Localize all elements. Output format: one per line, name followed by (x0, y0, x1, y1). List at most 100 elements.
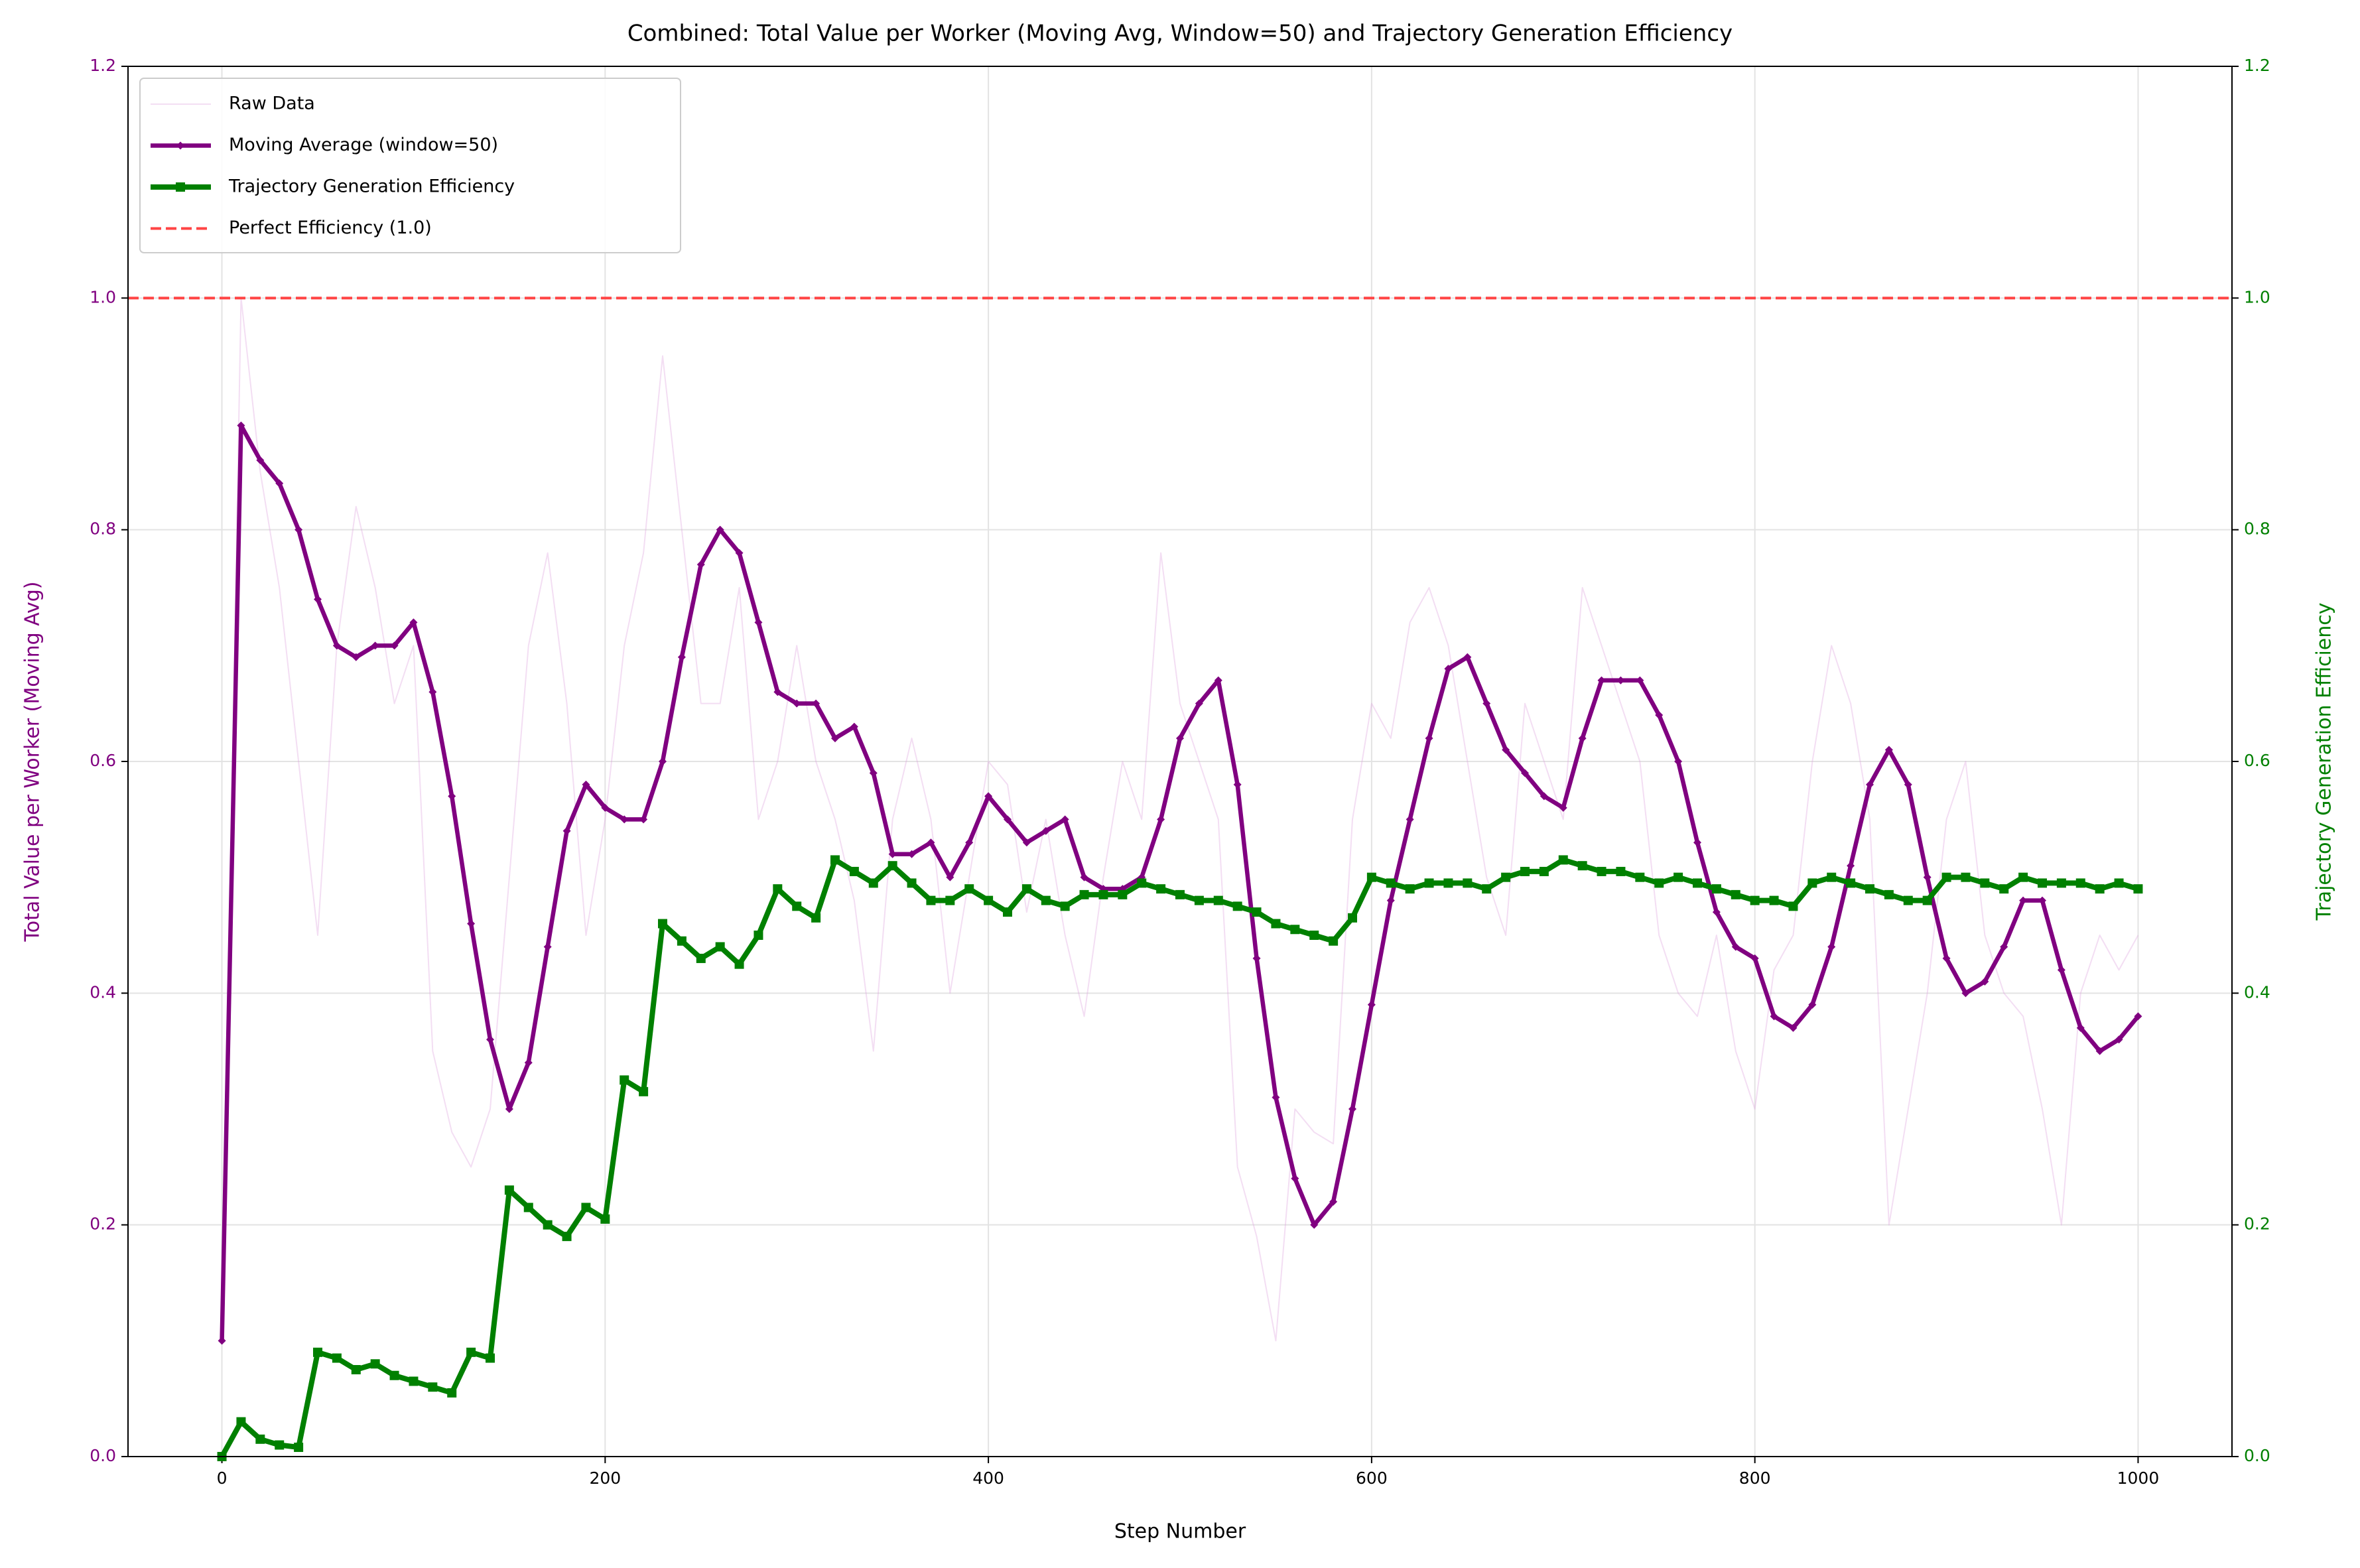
marker (1041, 826, 1050, 835)
marker (1808, 1000, 1817, 1009)
marker (1980, 878, 1990, 888)
legend-label: Moving Average (window=50) (229, 135, 498, 155)
marker (869, 769, 878, 777)
marker (734, 959, 744, 969)
marker (1157, 815, 1165, 824)
marker (2095, 1047, 2104, 1055)
marker (1386, 878, 1396, 888)
marker (1559, 803, 1567, 812)
marker (1769, 895, 1779, 905)
marker (428, 688, 437, 696)
marker (715, 942, 725, 952)
marker (830, 855, 840, 865)
marker (256, 456, 265, 464)
legend-label: Perfect Efficiency (1.0) (229, 218, 432, 238)
marker (1482, 699, 1491, 708)
marker (965, 838, 974, 847)
marker (1232, 901, 1242, 911)
marker (1655, 711, 1664, 720)
marker (1616, 866, 1626, 876)
marker (1348, 913, 1357, 923)
marker (831, 734, 839, 743)
marker (1999, 884, 2009, 894)
marker (486, 1035, 494, 1044)
marker (1098, 889, 1108, 899)
marker (1616, 676, 1625, 685)
marker (1061, 815, 1069, 824)
marker (2095, 884, 2105, 894)
marker (1635, 872, 1645, 882)
marker (754, 618, 763, 627)
marker (735, 549, 744, 557)
marker (1731, 943, 1740, 951)
marker (850, 722, 858, 731)
marker (1827, 943, 1836, 951)
marker (409, 618, 418, 627)
marker (946, 873, 954, 882)
marker (1903, 895, 1913, 905)
marker (887, 861, 897, 871)
marker (792, 901, 802, 911)
x-tick-label: 1000 (2117, 1469, 2160, 1488)
marker (332, 641, 341, 650)
legend-marker (176, 141, 184, 150)
marker (658, 919, 667, 929)
marker (1214, 676, 1222, 685)
y-axis-label: Total Value per Worker (Moving Avg) (21, 581, 44, 942)
marker (907, 850, 916, 858)
marker (1060, 901, 1070, 911)
marker (390, 641, 399, 650)
marker (1923, 873, 1932, 882)
marker (907, 878, 917, 888)
marker (1770, 1012, 1778, 1021)
marker (926, 895, 936, 905)
series-line (220, 857, 2139, 1458)
marker (1502, 746, 1510, 754)
marker (1252, 907, 1262, 917)
marker (1463, 653, 1472, 661)
marker (1941, 872, 1951, 882)
marker (1386, 896, 1395, 905)
marker (582, 780, 590, 789)
marker (1750, 954, 1759, 962)
marker (1194, 895, 1204, 905)
x-tick-label: 0 (217, 1469, 228, 1488)
marker (1711, 884, 1721, 894)
y-tick-label: 0.8 (90, 519, 116, 539)
marker (275, 479, 284, 488)
marker (1521, 769, 1529, 777)
marker (1673, 872, 1683, 882)
marker (1156, 884, 1166, 894)
marker (696, 560, 705, 569)
y-tick-label: 0.2 (90, 1214, 116, 1234)
marker (1272, 1093, 1280, 1102)
marker (1789, 1023, 1798, 1032)
legend-label: Trajectory Generation Efficiency (228, 176, 515, 197)
marker (849, 866, 859, 876)
marker (294, 1443, 304, 1453)
marker (927, 838, 935, 847)
marker (1004, 815, 1012, 824)
marker (1366, 872, 1376, 882)
y2-tick-label: 0.4 (2244, 982, 2270, 1002)
marker (218, 1337, 226, 1345)
marker (793, 699, 801, 708)
marker (1444, 665, 1453, 673)
marker (811, 913, 821, 923)
marker (1846, 878, 1856, 888)
marker (2019, 896, 2028, 905)
marker (562, 1232, 572, 1242)
marker (773, 884, 783, 894)
marker (524, 1059, 533, 1067)
marker (1827, 872, 1837, 882)
marker (984, 792, 993, 801)
y-tick-label: 0.4 (90, 982, 116, 1002)
marker (1540, 792, 1548, 801)
marker (314, 595, 322, 604)
marker (486, 1353, 495, 1363)
marker (2056, 878, 2066, 888)
marker (1406, 815, 1414, 824)
y-tick-label: 0.0 (90, 1446, 116, 1465)
